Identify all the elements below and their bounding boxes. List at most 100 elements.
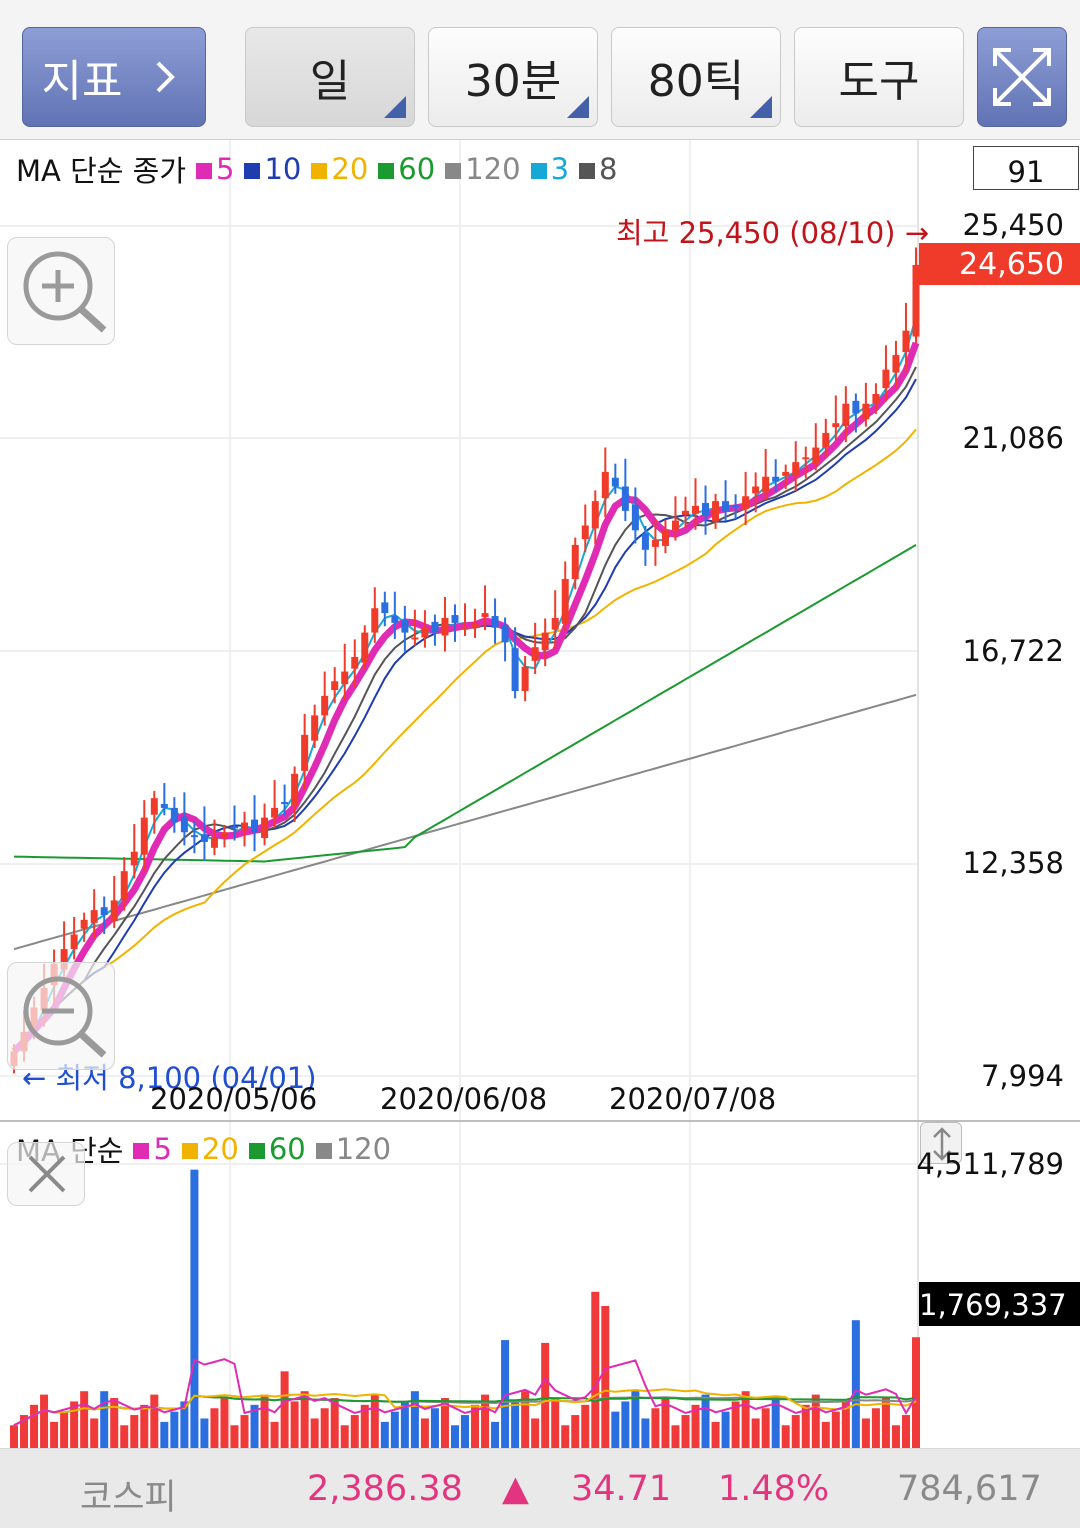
period-day-label: 일 bbox=[309, 56, 351, 107]
volume-bar bbox=[380, 1421, 389, 1448]
candle-body bbox=[261, 817, 269, 839]
zoom-in-icon bbox=[23, 251, 107, 333]
volume-bar bbox=[210, 1408, 219, 1448]
volume-bar bbox=[240, 1415, 249, 1448]
zoom-in-button[interactable] bbox=[7, 237, 115, 345]
candle-body bbox=[451, 615, 459, 623]
close-icon bbox=[28, 1155, 66, 1193]
volume-bar bbox=[831, 1411, 840, 1448]
candle-body bbox=[782, 471, 790, 476]
candle-body bbox=[321, 695, 329, 716]
volume-bar bbox=[781, 1425, 790, 1448]
candle-body bbox=[130, 851, 138, 866]
indicator-button[interactable]: 지표 bbox=[22, 27, 206, 127]
vol-legend-ma120: 120 bbox=[315, 1132, 391, 1166]
tools-button[interactable]: 도구 bbox=[794, 27, 964, 127]
candle-body bbox=[792, 462, 800, 475]
volume-bar bbox=[20, 1415, 29, 1448]
candle-body bbox=[421, 627, 429, 638]
volume-bar bbox=[901, 1415, 910, 1448]
date-axis-label: 2020/05/06 bbox=[150, 1082, 318, 1116]
candle-body bbox=[190, 835, 198, 838]
candle-body bbox=[100, 907, 108, 916]
candle-body bbox=[241, 822, 249, 831]
candle-body bbox=[571, 544, 579, 580]
dropdown-corner-icon bbox=[384, 96, 406, 118]
volume-bar bbox=[751, 1418, 760, 1448]
price-chart[interactable]: MA 단순 종가 5 10 20 60 120 3 8 91 최고 25,450… bbox=[0, 140, 1080, 1122]
candle-body bbox=[90, 910, 98, 923]
volume-bar bbox=[90, 1418, 99, 1448]
price-chart-canvas[interactable] bbox=[0, 140, 1080, 1122]
candle-body bbox=[230, 826, 238, 829]
candle-body bbox=[621, 486, 629, 511]
volume-bar bbox=[471, 1404, 480, 1448]
volume-bar bbox=[741, 1391, 750, 1448]
updown-arrow-icon bbox=[933, 1127, 951, 1161]
vol-ma20-line bbox=[13, 1388, 917, 1427]
vol-legend-ma5: 5 bbox=[133, 1132, 172, 1166]
candle-body bbox=[892, 355, 900, 373]
volume-bar bbox=[811, 1394, 820, 1448]
candle-body bbox=[281, 802, 289, 805]
volume-bar bbox=[260, 1394, 269, 1448]
candle-body bbox=[762, 476, 770, 493]
volume-bar bbox=[50, 1421, 59, 1448]
volume-bar bbox=[140, 1404, 149, 1448]
volume-bar bbox=[591, 1291, 600, 1448]
count-box[interactable]: 91 bbox=[973, 146, 1079, 190]
candle-body bbox=[180, 816, 188, 833]
candle-body bbox=[351, 656, 359, 669]
candle-body bbox=[902, 330, 910, 353]
index-change-pct: 1.48% bbox=[718, 1469, 830, 1509]
price-axis-label: 12,358 bbox=[962, 846, 1064, 880]
fullscreen-button[interactable] bbox=[977, 27, 1067, 127]
volume-bar bbox=[350, 1415, 359, 1448]
candle-body bbox=[541, 632, 549, 651]
close-indicator-button[interactable] bbox=[7, 1142, 85, 1206]
volume-chart[interactable]: MA 단순 5 20 60 120 4,511,789 1,769,337 bbox=[0, 1122, 1080, 1448]
volume-bar bbox=[300, 1391, 309, 1448]
volume-bar bbox=[891, 1425, 900, 1448]
ma60-line bbox=[13, 544, 917, 863]
legend-ma60: 60 bbox=[378, 152, 435, 186]
indicator-label: 지표 bbox=[41, 56, 123, 107]
volume-bar bbox=[450, 1425, 459, 1448]
period-day-button[interactable]: 일 bbox=[245, 27, 415, 127]
volume-bar bbox=[791, 1415, 800, 1448]
period-30min-button[interactable]: 30분 bbox=[428, 27, 598, 127]
volume-bar bbox=[290, 1401, 299, 1448]
candle-body bbox=[692, 505, 700, 514]
zoom-out-button[interactable] bbox=[7, 962, 115, 1070]
volume-bar bbox=[731, 1401, 740, 1448]
volume-bar bbox=[531, 1418, 540, 1448]
candle-body bbox=[331, 681, 339, 691]
candle-body bbox=[631, 505, 639, 531]
candle-body bbox=[732, 505, 740, 508]
candle-body bbox=[712, 501, 720, 522]
candle-body bbox=[60, 949, 68, 970]
index-ticker-bar[interactable]: 코스피 2,386.38 ▲ 34.71 1.48% 784,617 bbox=[0, 1448, 1080, 1528]
candle-body bbox=[872, 393, 880, 404]
volume-bar bbox=[671, 1425, 680, 1448]
candle-body bbox=[581, 525, 589, 540]
dropdown-corner-icon bbox=[567, 96, 589, 118]
current-price-tag: 24,650 bbox=[919, 243, 1080, 285]
price-axis-label: 25,450 bbox=[962, 208, 1064, 242]
index-value: 2,386.38 bbox=[307, 1469, 463, 1509]
candle-body bbox=[702, 503, 710, 516]
period-80tick-button[interactable]: 80틱 bbox=[611, 27, 781, 127]
volume-bar bbox=[651, 1408, 660, 1448]
volume-bar bbox=[621, 1401, 630, 1448]
candle-body bbox=[561, 579, 569, 624]
volume-bar bbox=[661, 1398, 670, 1448]
resize-handle[interactable] bbox=[920, 1122, 962, 1164]
vol-legend-ma20: 20 bbox=[181, 1132, 239, 1166]
vol-ma5-line bbox=[13, 1358, 917, 1427]
volume-bar bbox=[912, 1337, 920, 1448]
candle-body bbox=[812, 447, 820, 464]
volume-bar bbox=[841, 1401, 850, 1448]
volume-bar bbox=[601, 1306, 610, 1448]
volume-chart-canvas[interactable] bbox=[0, 1122, 1080, 1448]
legend-ma5: 5 bbox=[196, 152, 234, 186]
